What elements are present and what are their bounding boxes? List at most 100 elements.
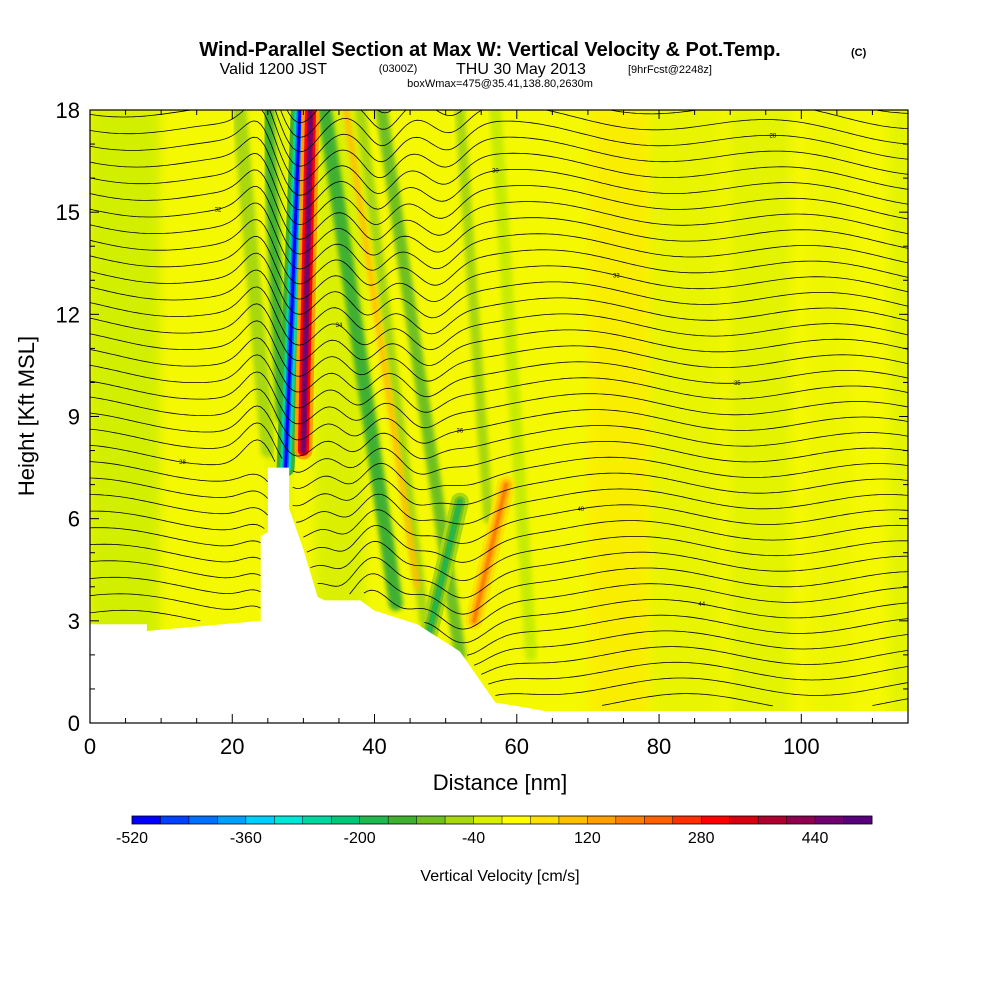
theta-contour-32 [90, 153, 908, 226]
theta-contour-1 [495, 677, 908, 696]
theta-contour-34 [90, 120, 908, 196]
theta-contour-3 [481, 646, 908, 675]
theta-contour-31 [90, 169, 908, 241]
field-tilt-5 [489, 110, 538, 661]
theta-label: 28 [770, 133, 777, 139]
theta-contour-20 [90, 354, 908, 413]
x-tick-label: 100 [783, 734, 820, 759]
field-tilt-4 [454, 110, 494, 524]
theta-contour-18 [90, 388, 908, 444]
colorbar-swatch [758, 816, 787, 824]
x-tick-label: 80 [647, 734, 671, 759]
theta-contour-27 [90, 235, 908, 303]
chart-subtitle-utc: (0300Z) [379, 63, 418, 75]
colorbar-swatch [274, 816, 304, 824]
field-tilt-7 [261, 110, 289, 423]
velocity-core-3 [301, 110, 313, 453]
theta-contour-13 [90, 477, 908, 525]
colorbar-label: Vertical Velocity [cm/s] [420, 868, 579, 885]
theta-label: 34 [336, 323, 343, 329]
chart-subtitle-date: THU 30 May 2013 [456, 61, 586, 78]
theta-contour-24 [90, 286, 908, 351]
theta-contour-23 [90, 303, 908, 366]
y-tick-label: 3 [68, 609, 80, 634]
theta-contour-26 [90, 252, 908, 319]
chart-subtitle-valid: Valid 1200 JST [220, 61, 328, 78]
colorbar-swatch [587, 816, 617, 824]
colorbar-swatch [416, 816, 446, 824]
y-tick-label: 9 [68, 405, 80, 430]
velocity-core-3 [472, 483, 508, 623]
theta-contour-21 [90, 337, 908, 398]
theta-contour-28 [90, 219, 908, 286]
colorbar-swatch [843, 816, 873, 824]
y-tick-label: 12 [56, 302, 80, 327]
theta-contour-29 [90, 202, 908, 271]
x-axis-label: Distance [nm] [433, 770, 568, 795]
x-tick-label: 40 [362, 734, 386, 759]
theta-contour-labels: 44 40 38 36 35 34 33 32 30 28 [179, 133, 777, 608]
field-band-7 [890, 110, 908, 723]
colorbar-swatch [217, 816, 247, 824]
theta-contour-19 [90, 371, 908, 429]
x-tick-label: 60 [505, 734, 529, 759]
colorbar-swatch [160, 816, 190, 824]
colorbar-swatch [302, 816, 332, 824]
velocity-feature-updraft-1 [294, 110, 320, 460]
colorbar-swatch [245, 816, 275, 824]
colorbar-swatch [188, 816, 218, 824]
chart-title-mark: (C) [851, 47, 867, 59]
terrain [90, 467, 908, 723]
colorbar-tick-label: -360 [230, 830, 262, 847]
colorbar-tick-label: -200 [344, 830, 376, 847]
colorbar-swatch [815, 816, 844, 824]
y-tick-label: 6 [68, 507, 80, 532]
theta-contour-17 [90, 405, 908, 460]
colorbar-swatch [701, 816, 730, 824]
colorbar-swatch [388, 816, 417, 824]
y-tick-label: 0 [68, 711, 80, 736]
field-tilt-1 [355, 110, 430, 626]
field-band-8 [960, 110, 998, 723]
field-tilt-0 [317, 110, 403, 611]
theta-label: 35 [734, 381, 741, 387]
velocity-feature-downdraft-2 [418, 492, 469, 647]
y-tick-label: 15 [56, 200, 80, 225]
theta-label: 36 [457, 429, 464, 435]
theta-contour-38 [280, 110, 908, 138]
colorbar-tick-label: 440 [802, 830, 829, 847]
colorbar-swatch [672, 816, 702, 824]
colorbar-swatch [359, 816, 389, 824]
x-tick-label: 0 [84, 734, 96, 759]
plot-area: 44 40 38 36 35 34 33 32 30 28 [90, 110, 998, 723]
colorbar-swatch [530, 816, 560, 824]
theta-contour-7 [90, 576, 908, 630]
theta-contour-25 [90, 269, 908, 335]
theta-contour-4 [473, 630, 908, 666]
theta-label: 44 [698, 602, 705, 608]
theta-contour-5 [90, 609, 908, 656]
velocity-feature-downdraft-0 [276, 110, 309, 477]
colorbar-swatch [729, 816, 759, 824]
colorbar-swatch [786, 816, 816, 824]
colorbar-tick-label: -520 [116, 830, 148, 847]
y-tick-label: 18 [56, 98, 80, 123]
theta-label: 38 [179, 460, 186, 466]
theta-contour-36 [90, 110, 908, 167]
theta-contour-22 [90, 320, 908, 382]
colorbar: -520 -360 -200 -40 120 280 440 [116, 815, 873, 847]
velocity-core-3 [284, 110, 302, 470]
theta-label: 33 [613, 273, 620, 279]
theta-label: 30 [492, 169, 499, 175]
theta-contour-39 [286, 110, 908, 124]
theta-label: 40 [577, 507, 584, 513]
theta-contour-37 [274, 110, 908, 153]
colorbar-tick-label: -40 [462, 830, 485, 847]
x-axis: 0 20 40 60 80 100 [84, 110, 873, 759]
colorbar-swatch [473, 816, 503, 824]
theta-contours [90, 110, 908, 707]
field-band-4 [650, 110, 720, 723]
theta-contour-8 [90, 560, 908, 615]
